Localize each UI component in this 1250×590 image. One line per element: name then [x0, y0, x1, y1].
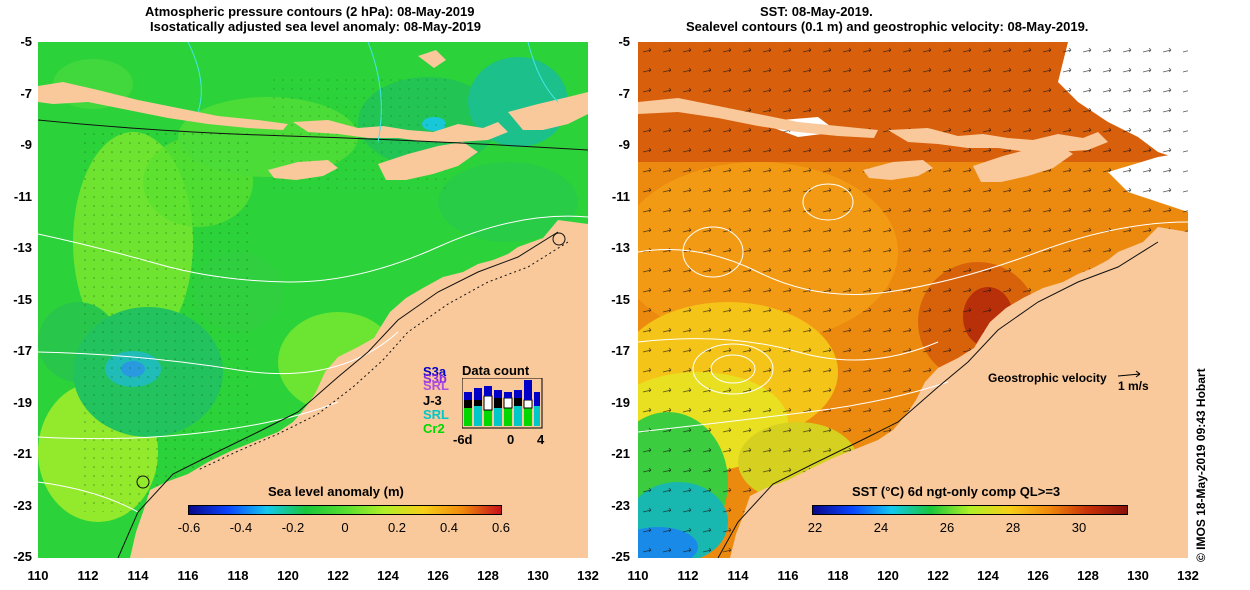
left-x-tick: 128: [477, 568, 499, 583]
right-x-tick: 124: [977, 568, 999, 583]
left-x-tick: 126: [427, 568, 449, 583]
right-y-tick: -19: [611, 395, 630, 410]
right-y-tick: -11: [611, 189, 630, 204]
data-count-x-tick: 4: [537, 432, 545, 447]
sla-colorbar-title: Sea level anomaly (m): [268, 484, 404, 499]
left-y-tick: -25: [13, 549, 32, 564]
right-x-tick: 112: [677, 568, 699, 583]
left-x-tick: 110: [27, 568, 49, 583]
right-y-tick: -21: [611, 446, 630, 461]
right-x-tick: 132: [1177, 568, 1199, 583]
right-x-tick: 118: [827, 568, 849, 583]
velocity-legend-label: Geostrophic velocity: [988, 371, 1107, 385]
left-y-tick: -5: [20, 34, 32, 49]
sst-colorbar: [812, 505, 1128, 515]
data-count-x-tick: 0: [507, 432, 515, 447]
sla-colorbar-tick: 0.6: [491, 520, 511, 535]
sst-svg: [638, 42, 1188, 558]
sea-level-anomaly-map: [38, 42, 588, 558]
data-count-bars: [462, 378, 543, 429]
sla-colorbar-tick: -0.4: [229, 520, 253, 535]
left-x-tick: 120: [277, 568, 299, 583]
left-x-tick: 122: [327, 568, 349, 583]
sla-colorbar-tick: 0: [341, 520, 349, 535]
data-count-sat-label: SRL: [423, 407, 449, 422]
sla-colorbar-tick: -0.2: [281, 520, 305, 535]
sst-colorbar-tick: 28: [1005, 520, 1021, 535]
sla-colorbar-tick: 0.2: [387, 520, 407, 535]
data-count-title: Data count: [462, 363, 530, 378]
right-y-tick: -15: [611, 292, 630, 307]
right-y-tick: -23: [611, 498, 630, 513]
right-x-tick: 130: [1127, 568, 1149, 583]
sst-colorbar-tick: 24: [873, 520, 889, 535]
right-title-line1: SST: 08-May-2019.: [760, 4, 873, 19]
sla-colorbar: [188, 505, 502, 515]
data-count-sat-label: S3b: [423, 371, 447, 386]
sla-colorbar-tick: -0.6: [177, 520, 201, 535]
right-x-tick: 114: [727, 568, 749, 583]
left-x-tick: 130: [527, 568, 549, 583]
sst-colorbar-tick: 22: [807, 520, 823, 535]
data-count-x-tick: -6d: [453, 432, 473, 447]
left-x-tick: 112: [77, 568, 99, 583]
right-x-tick: 120: [877, 568, 899, 583]
sla-colorbar-tick: 0.4: [439, 520, 459, 535]
right-y-tick: -25: [611, 549, 630, 564]
right-x-tick: 128: [1077, 568, 1099, 583]
velocity-arrow-icon: [1117, 370, 1141, 378]
left-x-tick: 132: [577, 568, 599, 583]
right-y-tick: -17: [611, 343, 630, 358]
right-y-tick: -7: [618, 86, 630, 101]
sst-map: [638, 42, 1188, 558]
right-x-tick: 116: [777, 568, 799, 583]
right-x-tick: 122: [927, 568, 949, 583]
left-y-tick: -7: [20, 86, 32, 101]
left-x-tick: 116: [177, 568, 199, 583]
data-count-sat-label: SRL: [423, 378, 449, 393]
left-title-line2: Isostatically adjusted sea level anomaly…: [150, 19, 481, 34]
right-y-tick: -5: [618, 34, 630, 49]
right-y-tick: -13: [611, 240, 630, 255]
right-y-tick: -9: [618, 137, 630, 152]
left-y-tick: -21: [13, 446, 32, 461]
left-y-tick: -19: [13, 395, 32, 410]
right-x-tick: 110: [627, 568, 649, 583]
data-count-sat-label: S3a: [423, 364, 447, 379]
left-y-tick: -17: [13, 343, 32, 358]
data-count-sat-label: J-3: [423, 393, 442, 408]
left-y-tick: -13: [13, 240, 32, 255]
left-y-tick: -15: [13, 292, 32, 307]
sst-colorbar-tick: 26: [939, 520, 955, 535]
left-x-tick: 124: [377, 568, 399, 583]
sea-level-anomaly-svg: [38, 42, 588, 558]
right-x-tick: 126: [1027, 568, 1049, 583]
data-count-sat-label: Cr2: [423, 421, 445, 436]
left-x-tick: 118: [227, 568, 249, 583]
right-title-line2: Sealevel contours (0.1 m) and geostrophi…: [686, 19, 1089, 34]
left-x-tick: 114: [127, 568, 149, 583]
left-y-tick: -23: [13, 498, 32, 513]
left-y-tick: -11: [13, 189, 32, 204]
velocity-legend-scale: 1 m/s: [1118, 379, 1149, 393]
sst-colorbar-title: SST (°C) 6d ngt-only comp QL>=3: [852, 484, 1061, 499]
imos-credit: © IMOS 18-May-2019 09:43 Hobart: [1194, 368, 1208, 562]
left-y-tick: -9: [20, 137, 32, 152]
left-title-line1: Atmospheric pressure contours (2 hPa): 0…: [145, 4, 475, 19]
sst-colorbar-tick: 30: [1071, 520, 1087, 535]
